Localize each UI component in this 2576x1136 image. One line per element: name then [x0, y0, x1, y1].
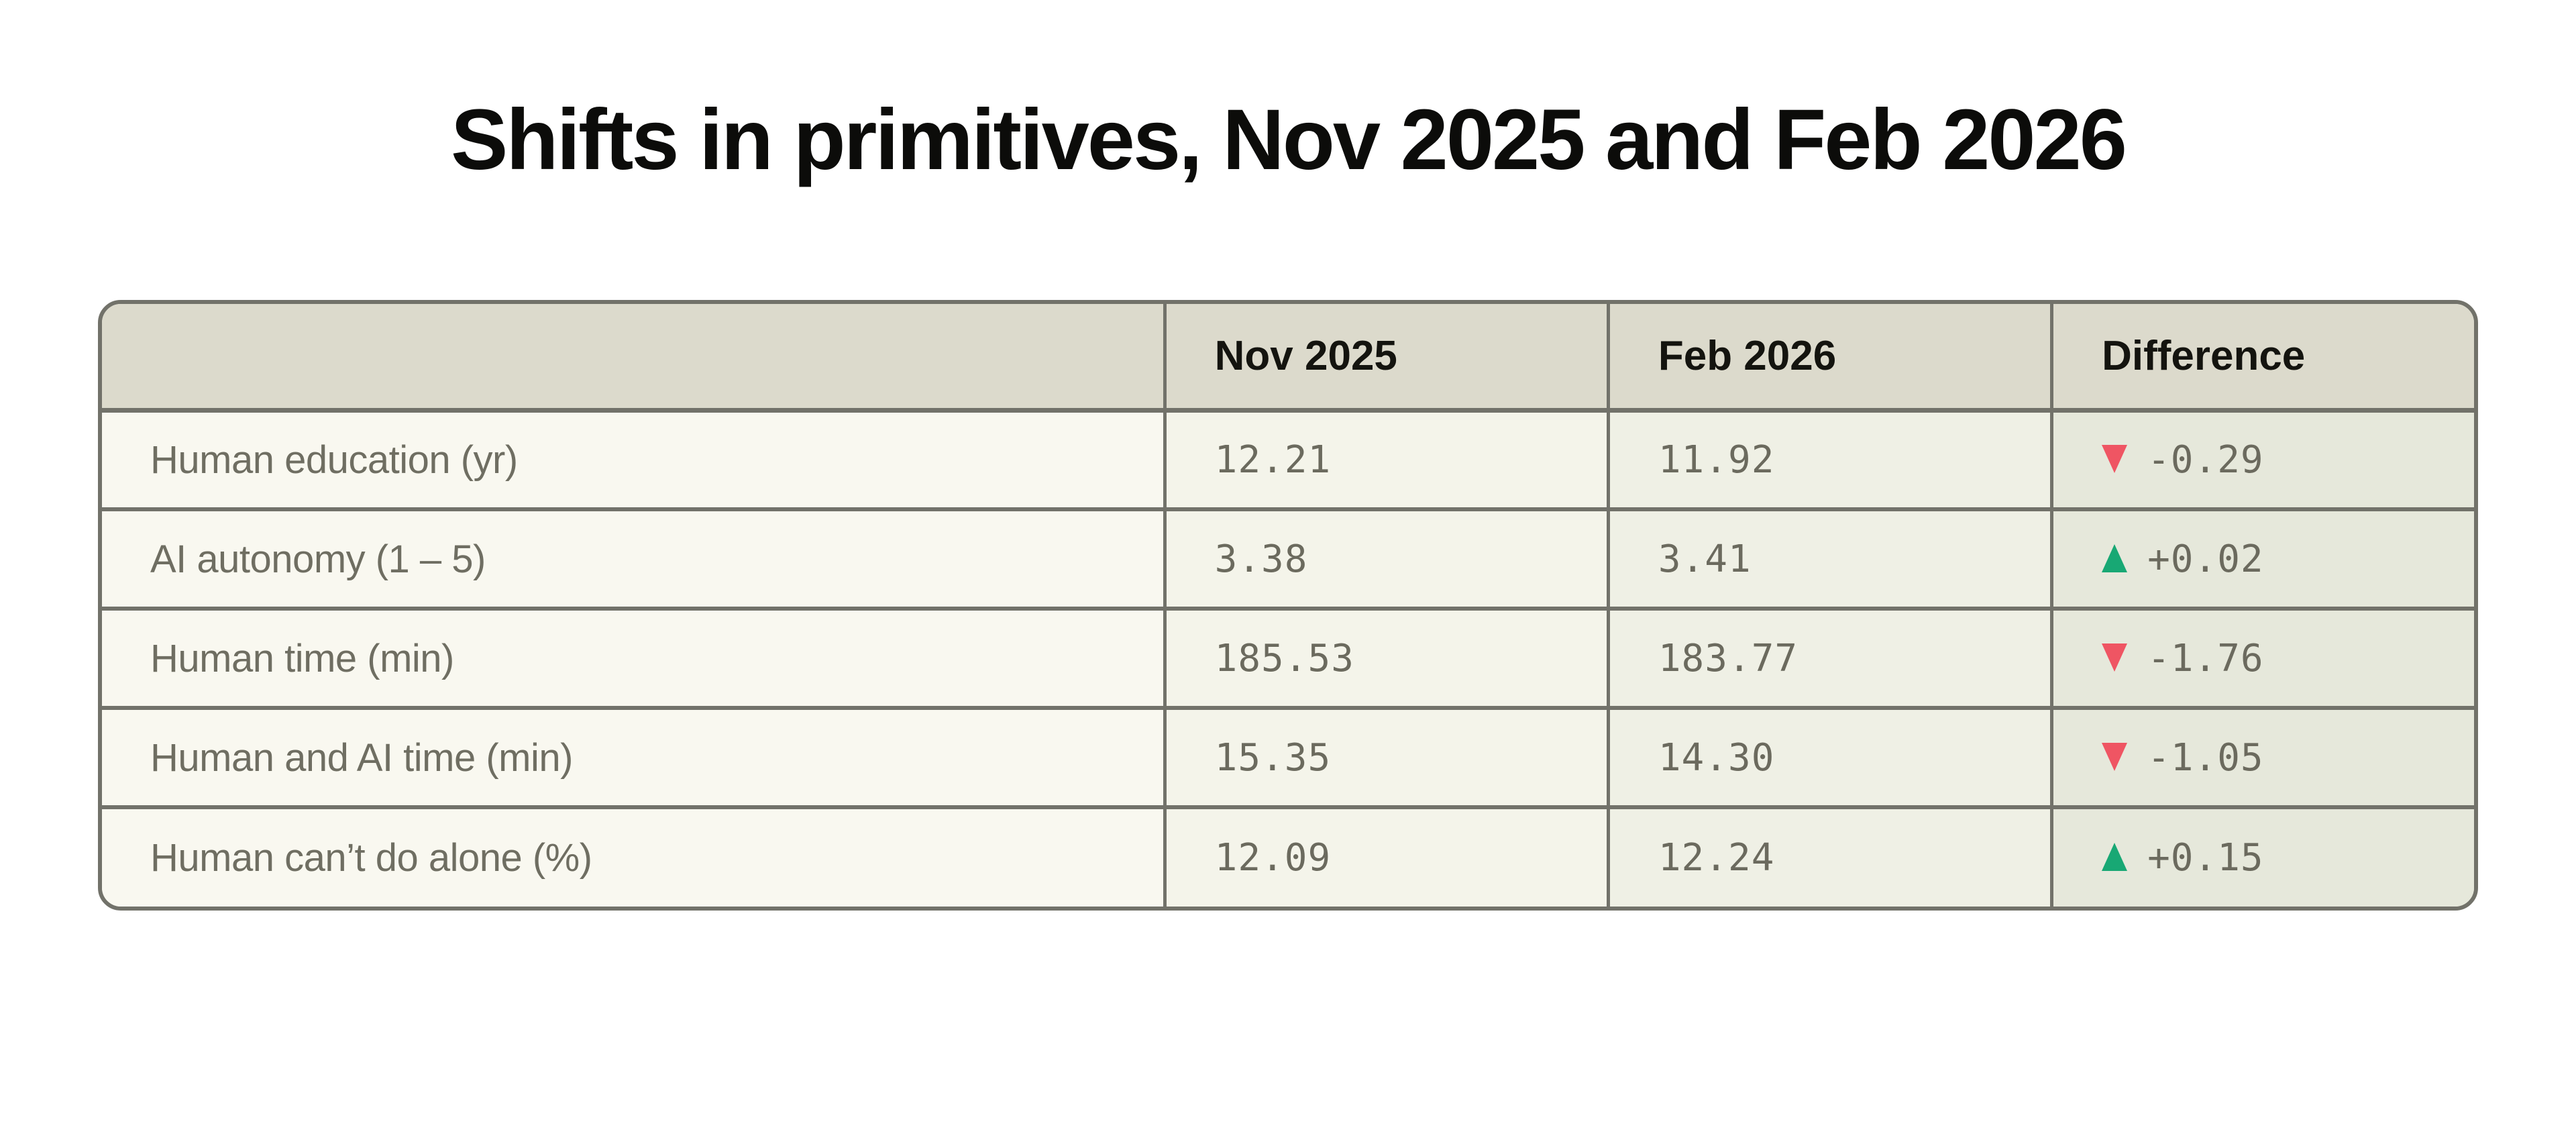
diff-cell: -1.76 — [2050, 607, 2474, 709]
diff-value: +0.15 — [2147, 836, 2264, 880]
diff-value: -0.29 — [2147, 437, 2264, 482]
page-title: Shifts in primitives, Nov 2025 and Feb 2… — [451, 92, 2127, 188]
diff-cell: +0.15 — [2050, 805, 2474, 907]
row-label: Human and AI time (min) — [102, 706, 1165, 808]
primitives-table: Nov 2025 Feb 2026 Difference Human educa… — [98, 300, 2478, 911]
row-label: AI autonomy (1 – 5) — [102, 507, 1165, 609]
diff-value: +0.02 — [2147, 537, 2264, 581]
nov-value: 185.53 — [1163, 607, 1609, 709]
triangle-up-icon — [2102, 843, 2128, 872]
triangle-down-icon — [2102, 444, 2128, 473]
table-row: Human education (yr) 12.21 11.92 -0.29 — [102, 410, 2474, 510]
row-label: Human can’t do alone (%) — [102, 805, 1165, 907]
table-row: Human can’t do alone (%) 12.09 12.24 +0.… — [102, 805, 2474, 907]
nov-value: 12.09 — [1163, 805, 1609, 907]
feb-value: 11.92 — [1606, 410, 2052, 510]
triangle-down-icon — [2102, 742, 2128, 771]
triangle-up-icon — [2102, 544, 2128, 572]
table-row: AI autonomy (1 – 5) 3.38 3.41 +0.02 — [102, 507, 2474, 609]
nov-value: 12.21 — [1163, 410, 1609, 510]
header-feb-2026: Feb 2026 — [1606, 304, 2052, 413]
header-nov-2025: Nov 2025 — [1163, 304, 1609, 413]
header-difference: Difference — [2050, 304, 2474, 413]
feb-value: 183.77 — [1606, 607, 2052, 709]
feb-value: 12.24 — [1606, 805, 2052, 907]
row-label: Human education (yr) — [102, 410, 1165, 510]
header-metric — [102, 304, 1165, 413]
table-row: Human time (min) 185.53 183.77 -1.76 — [102, 607, 2474, 709]
data-table: Nov 2025 Feb 2026 Difference Human educa… — [102, 304, 2474, 907]
nov-value: 15.35 — [1163, 706, 1609, 808]
diff-cell: -0.29 — [2050, 410, 2474, 510]
header-row: Nov 2025 Feb 2026 Difference — [102, 304, 2474, 413]
diff-cell: -1.05 — [2050, 706, 2474, 808]
feb-value: 3.41 — [1606, 507, 2052, 609]
row-label: Human time (min) — [102, 607, 1165, 709]
diff-cell: +0.02 — [2050, 507, 2474, 609]
nov-value: 3.38 — [1163, 507, 1609, 609]
feb-value: 14.30 — [1606, 706, 2052, 808]
triangle-down-icon — [2102, 643, 2128, 672]
diff-value: -1.05 — [2147, 735, 2264, 780]
table-row: Human and AI time (min) 15.35 14.30 -1.0… — [102, 706, 2474, 808]
diff-value: -1.76 — [2147, 636, 2264, 680]
